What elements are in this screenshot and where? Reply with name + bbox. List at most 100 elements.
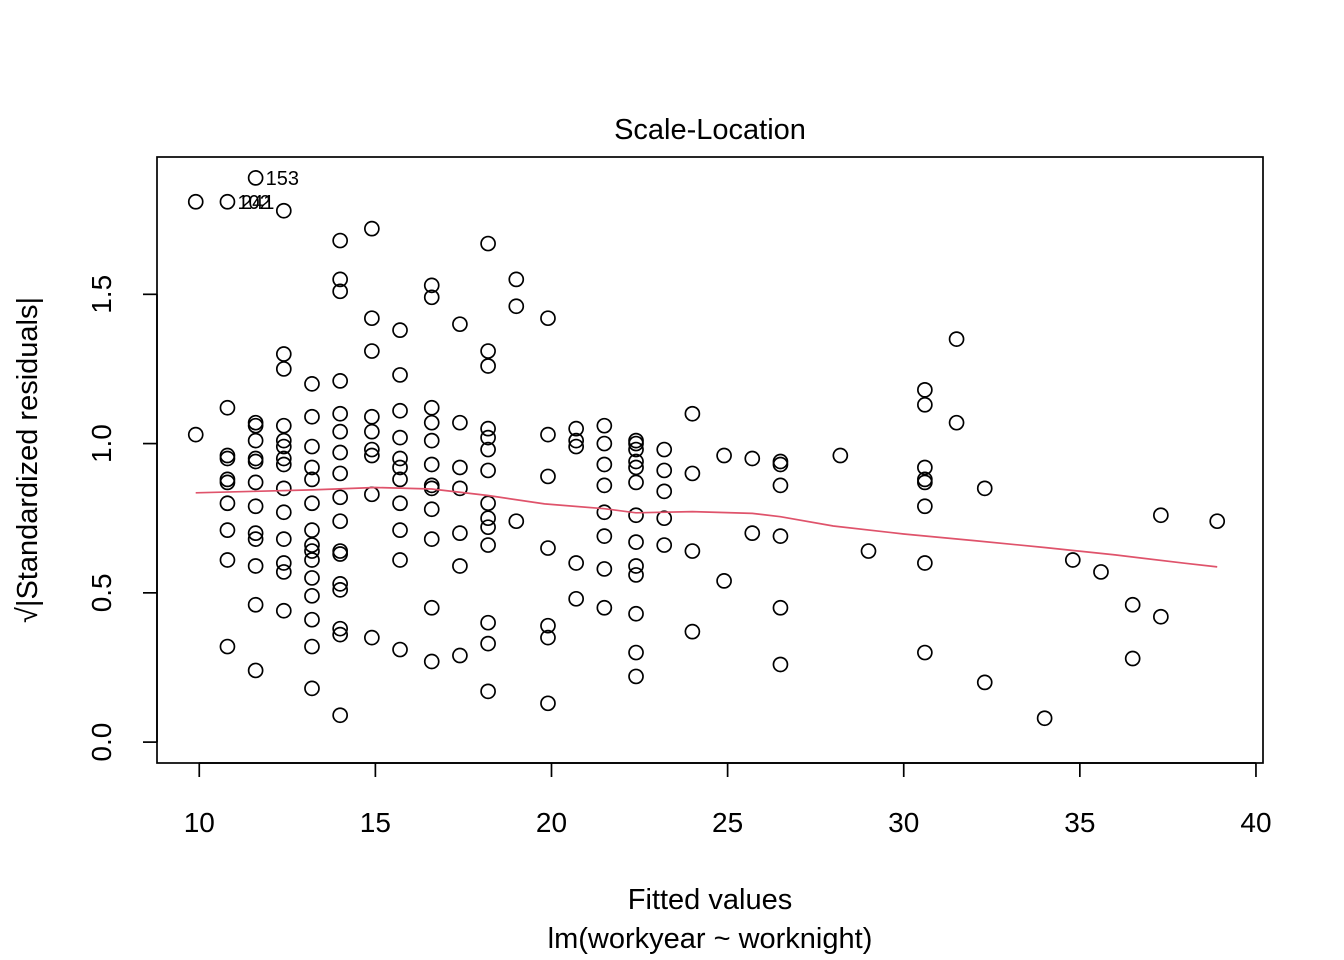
data-point bbox=[1036, 710, 1053, 727]
data-point bbox=[976, 480, 993, 497]
data-point bbox=[275, 480, 292, 497]
data-point bbox=[392, 322, 408, 338]
data-point bbox=[628, 459, 644, 476]
data-point bbox=[1209, 513, 1226, 530]
data-point bbox=[275, 531, 292, 547]
data-point bbox=[247, 525, 264, 541]
data-point bbox=[187, 193, 204, 210]
data-point bbox=[247, 662, 264, 679]
data-point bbox=[219, 495, 236, 512]
data-point bbox=[187, 426, 204, 443]
data-point bbox=[596, 561, 613, 577]
x-tick-label: 10 bbox=[184, 807, 215, 838]
data-point bbox=[332, 543, 349, 559]
data-point bbox=[917, 459, 933, 476]
data-point bbox=[304, 570, 320, 586]
data-point bbox=[596, 599, 613, 616]
data-point bbox=[364, 423, 380, 440]
data-point bbox=[304, 587, 320, 604]
x-axis-title: Fitted values bbox=[628, 884, 792, 916]
data-point bbox=[1153, 507, 1169, 524]
data-point bbox=[304, 611, 320, 628]
x-tick-label: 15 bbox=[360, 807, 391, 838]
data-point bbox=[247, 531, 264, 547]
y-axis-title-group: √|Standardized residuals| bbox=[12, 297, 44, 623]
data-point bbox=[219, 399, 236, 416]
data-point bbox=[275, 602, 292, 619]
data-point bbox=[247, 417, 264, 434]
data-point bbox=[275, 417, 292, 434]
data-point bbox=[917, 474, 933, 491]
data-point bbox=[332, 373, 349, 389]
data-point bbox=[628, 605, 644, 622]
data-point bbox=[247, 558, 264, 574]
data-point bbox=[596, 528, 613, 544]
data-point bbox=[392, 641, 408, 658]
data-point bbox=[480, 429, 496, 446]
data-point bbox=[275, 346, 292, 362]
data-point bbox=[219, 474, 236, 491]
data-point bbox=[628, 534, 644, 550]
data-point bbox=[628, 474, 644, 491]
data-point bbox=[628, 507, 644, 524]
data-point bbox=[596, 417, 613, 434]
data-point bbox=[480, 635, 496, 652]
data-point bbox=[332, 465, 349, 482]
data-point bbox=[540, 310, 556, 327]
data-point bbox=[304, 543, 320, 559]
data-point bbox=[684, 623, 701, 640]
data-point bbox=[423, 277, 440, 294]
data-point bbox=[364, 441, 380, 458]
data-point bbox=[976, 674, 993, 691]
data-point bbox=[452, 558, 468, 574]
data-point bbox=[275, 504, 292, 521]
data-point bbox=[423, 432, 440, 449]
y-axis-title-text: |Standardized residuals| bbox=[12, 297, 44, 607]
data-point bbox=[275, 450, 292, 467]
data-point bbox=[247, 474, 264, 491]
data-point bbox=[275, 456, 292, 473]
data-point bbox=[596, 456, 613, 473]
data-point bbox=[772, 656, 789, 673]
data-point bbox=[304, 438, 320, 455]
data-point bbox=[452, 459, 468, 476]
data-point bbox=[772, 453, 789, 470]
x-tick-label: 25 bbox=[712, 807, 743, 838]
data-point bbox=[480, 510, 496, 527]
data-point bbox=[332, 620, 349, 637]
data-point bbox=[656, 510, 673, 527]
y-axis-title-radical: √ bbox=[12, 607, 44, 623]
data-point bbox=[423, 399, 440, 416]
data-point bbox=[568, 590, 585, 607]
data-point bbox=[628, 558, 644, 574]
data-point bbox=[392, 459, 408, 476]
data-point bbox=[917, 644, 933, 661]
data-point bbox=[1124, 596, 1141, 613]
y-tick-label: 1.5 bbox=[86, 275, 117, 314]
data-point bbox=[480, 358, 496, 374]
data-point bbox=[452, 316, 468, 333]
data-point bbox=[540, 426, 556, 443]
data-point bbox=[1093, 564, 1109, 580]
data-point bbox=[684, 405, 701, 422]
data-point bbox=[480, 343, 496, 359]
data-point bbox=[275, 432, 292, 449]
data-point bbox=[423, 531, 440, 547]
data-point bbox=[247, 450, 264, 467]
data-point bbox=[392, 495, 408, 512]
data-point bbox=[219, 447, 236, 464]
data-point bbox=[247, 498, 264, 515]
x-tick-label: 40 bbox=[1240, 807, 1271, 838]
scatter-points bbox=[187, 170, 1226, 727]
data-point bbox=[480, 683, 496, 700]
data-point bbox=[332, 546, 349, 562]
data-point bbox=[568, 555, 585, 571]
outlier-label: 102 bbox=[237, 192, 270, 214]
x-tick-label: 30 bbox=[888, 807, 919, 838]
data-point bbox=[392, 471, 408, 488]
data-point bbox=[1064, 552, 1081, 568]
data-point bbox=[772, 456, 789, 473]
data-point bbox=[275, 564, 292, 580]
data-point bbox=[596, 435, 613, 452]
